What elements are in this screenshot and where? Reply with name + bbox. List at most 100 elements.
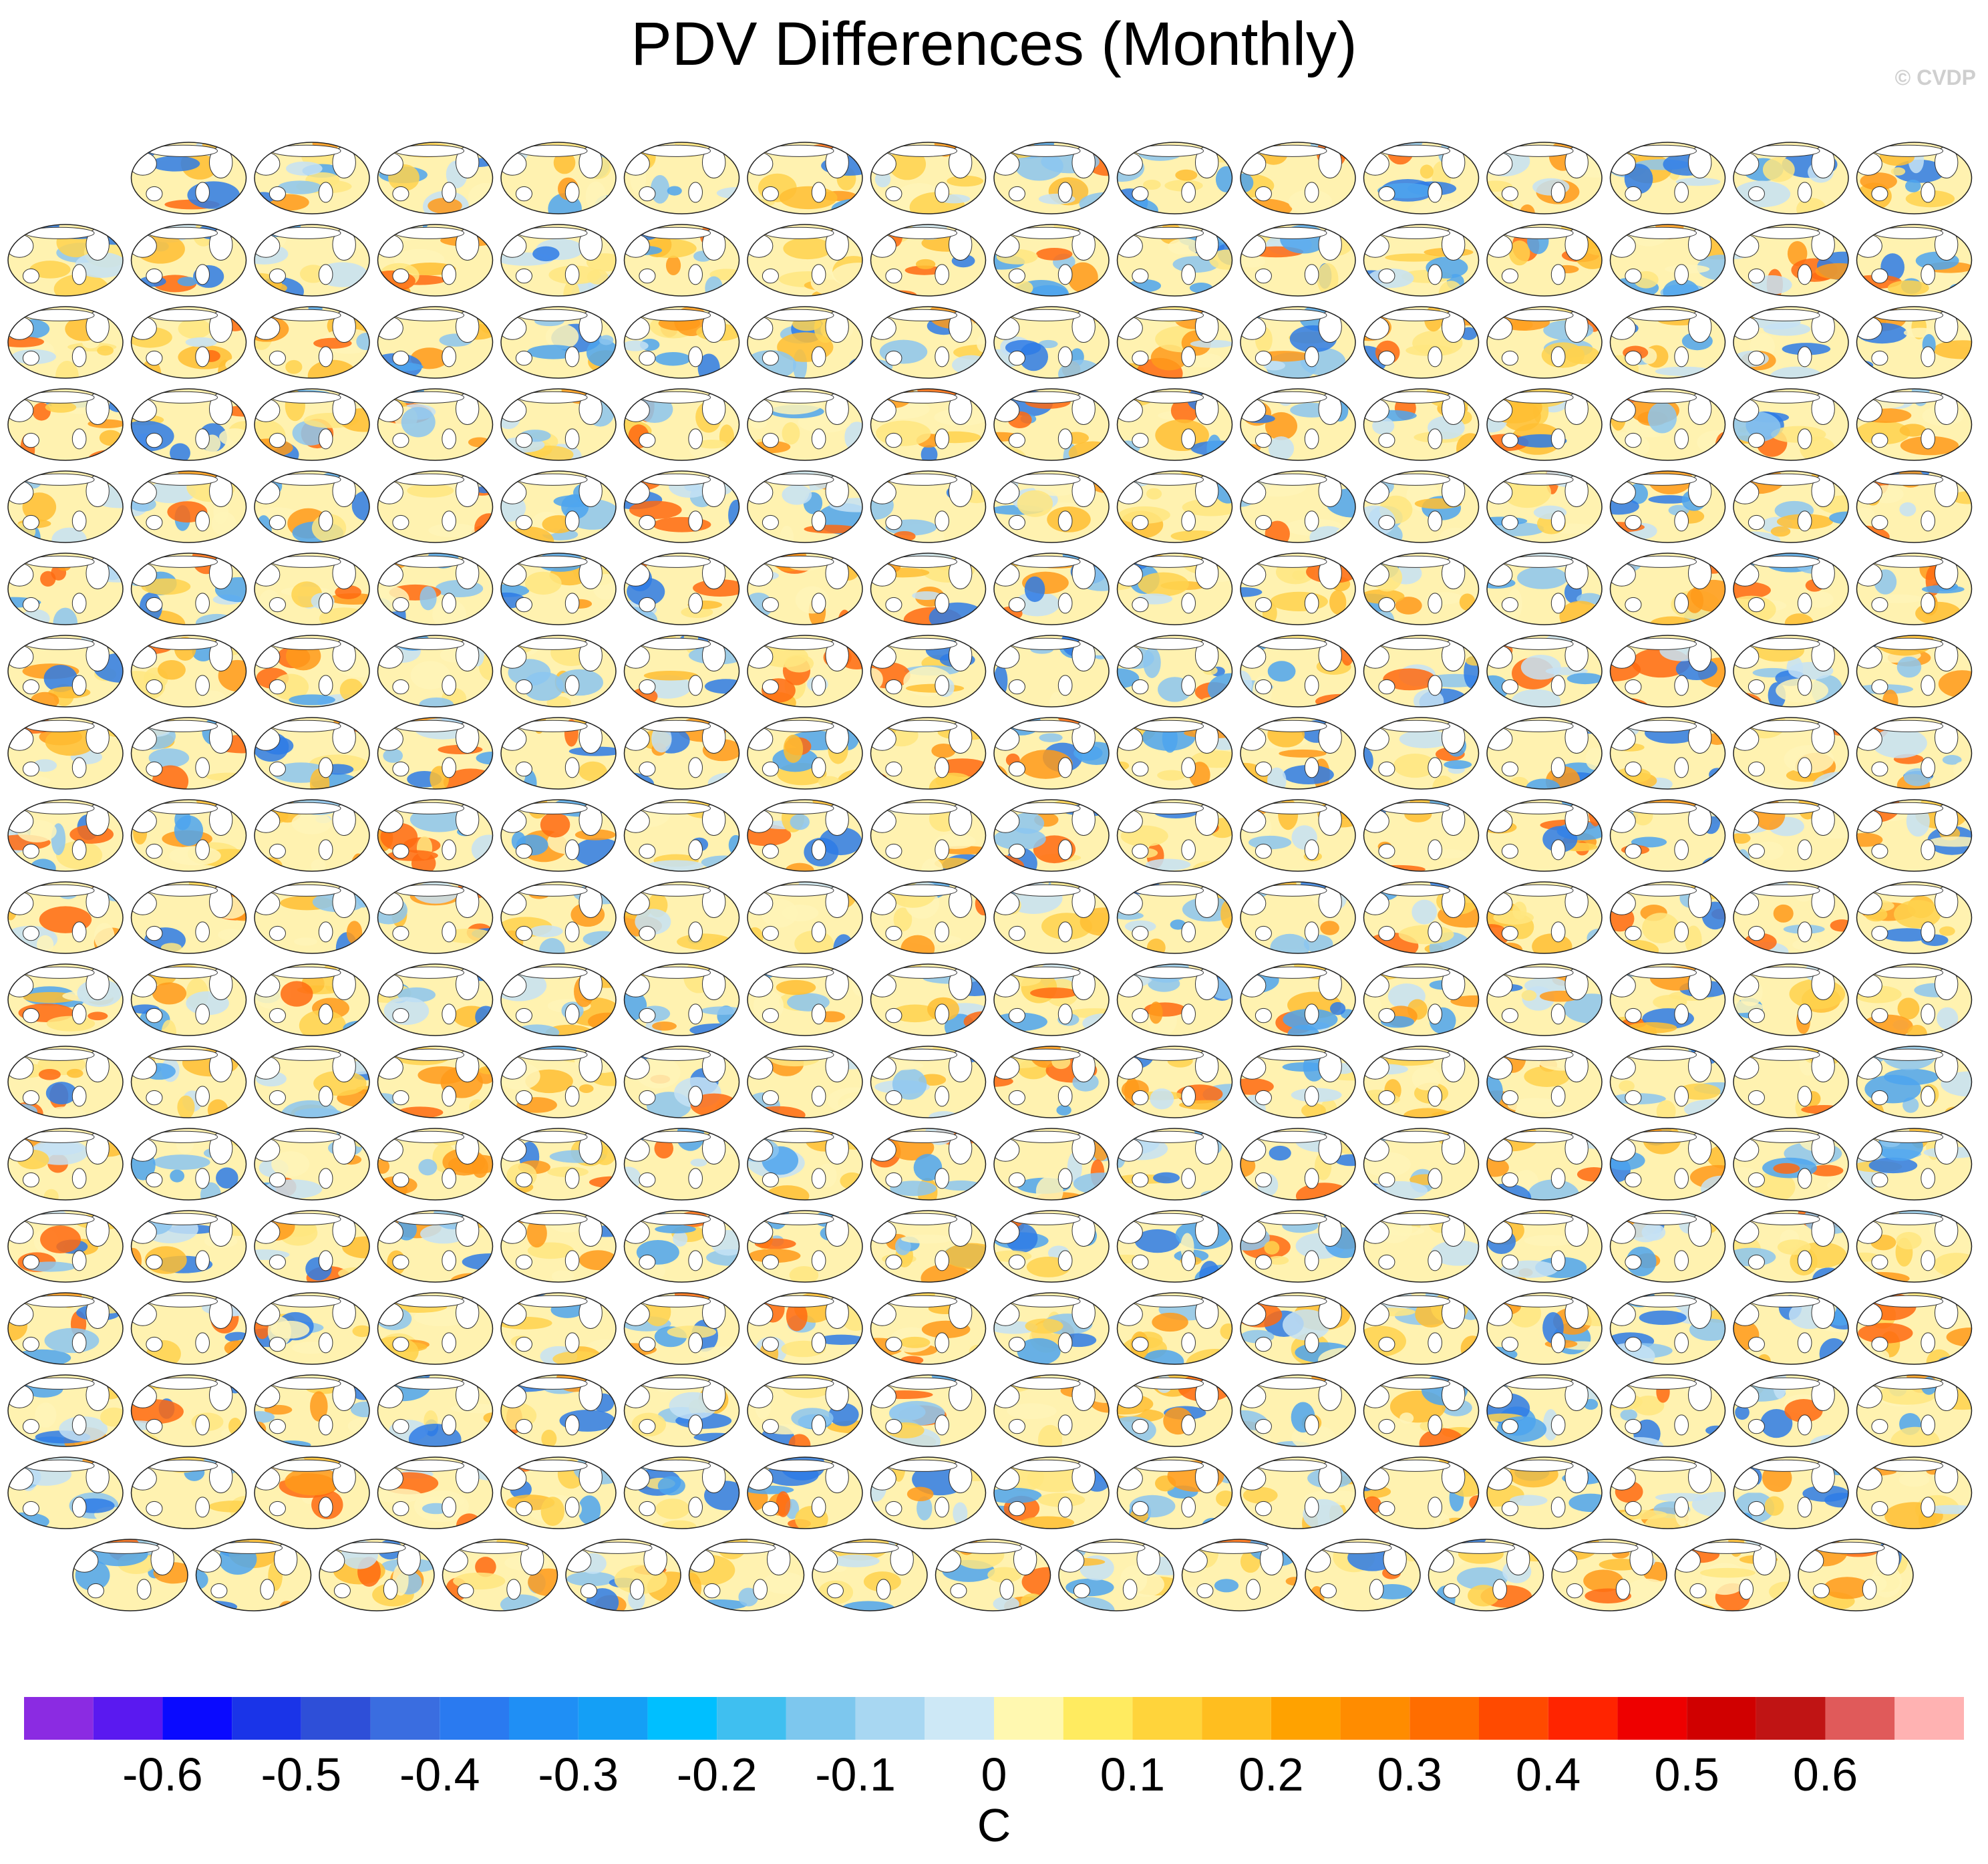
- colorbar-box: [1825, 1697, 1895, 1740]
- map-panel: [254, 224, 370, 297]
- map-panel: [130, 306, 247, 379]
- map-panel: [623, 1374, 740, 1447]
- map-panel: [870, 1210, 987, 1283]
- map-panel: [1240, 1046, 1356, 1118]
- map-panel: [1733, 224, 1849, 297]
- colorbar-box: [93, 1697, 163, 1740]
- map-panel: [1363, 142, 1480, 214]
- map-panel: [1363, 1374, 1480, 1447]
- map-panel: [1305, 1539, 1421, 1611]
- map-panel: [1116, 635, 1233, 708]
- map-panel: [623, 388, 740, 461]
- map-panel: [1240, 1210, 1356, 1283]
- map-panel: [377, 1046, 494, 1118]
- colorbar-tick-label: -0.3: [538, 1748, 619, 1801]
- map-panel: [747, 1046, 863, 1118]
- map-panel: [377, 388, 494, 461]
- map-panel: [377, 799, 494, 872]
- map-panel: [747, 1292, 863, 1365]
- map-panel: [130, 881, 247, 954]
- map-panel: [993, 1292, 1110, 1365]
- map-panel: [1116, 1046, 1233, 1118]
- map-panel: [1609, 142, 1726, 214]
- map-panel: [993, 881, 1110, 954]
- map-panel: [623, 224, 740, 297]
- map-panel: [500, 388, 617, 461]
- colorbar-box: [1479, 1697, 1548, 1740]
- colorbar-box: [1202, 1697, 1271, 1740]
- map-panel: [500, 470, 617, 543]
- map-panel: [500, 1046, 617, 1118]
- map-panel: [7, 1292, 124, 1365]
- map-panel: [1609, 799, 1726, 872]
- map-panel: [130, 1210, 247, 1283]
- map-panel: [377, 1128, 494, 1201]
- map-panel: [7, 881, 124, 954]
- map-panel: [1116, 963, 1233, 1036]
- colorbar-tick-label: 0.4: [1516, 1748, 1581, 1801]
- map-panel-grid: [7, 142, 1973, 1611]
- map-panel: [747, 142, 863, 214]
- map-panel: [500, 635, 617, 708]
- map-panel: [1363, 1210, 1480, 1283]
- map-panel: [1733, 553, 1849, 625]
- map-panel: [1240, 224, 1356, 297]
- colorbar-box: [925, 1697, 994, 1740]
- map-panel: [993, 635, 1110, 708]
- map-panel: [7, 553, 124, 625]
- map-panel: [7, 224, 124, 297]
- map-panel: [1733, 717, 1849, 790]
- map-panel: [870, 1374, 987, 1447]
- map-panel: [993, 1210, 1110, 1283]
- map-panel: [747, 388, 863, 461]
- map-panel: [254, 1046, 370, 1118]
- map-panel: [130, 717, 247, 790]
- map-panel: [1674, 1539, 1791, 1611]
- map-panel: [623, 1046, 740, 1118]
- map-panel: [993, 963, 1110, 1036]
- colorbar-tick-label: 0: [981, 1748, 1007, 1801]
- map-panel: [870, 1046, 987, 1118]
- map-panel: [1486, 470, 1603, 543]
- map-panel: [1363, 388, 1480, 461]
- map-panel: [1181, 1539, 1298, 1611]
- map-panel: [993, 142, 1110, 214]
- map-panel: [500, 1128, 617, 1201]
- map-panel: [1240, 388, 1356, 461]
- map-panel: [1486, 306, 1603, 379]
- map-panel: [1486, 635, 1603, 708]
- colorbar-tick-label: -0.6: [122, 1748, 203, 1801]
- map-panel: [1733, 799, 1849, 872]
- colorbar-box: [301, 1697, 371, 1740]
- map-panel: [1856, 1128, 1973, 1201]
- map-panel: [747, 553, 863, 625]
- map-panel: [688, 1539, 805, 1611]
- map-panel: [1240, 142, 1356, 214]
- map-panel: [623, 1128, 740, 1201]
- colorbar-box: [1894, 1697, 1964, 1740]
- map-panel: [1116, 553, 1233, 625]
- map-panel: [747, 799, 863, 872]
- map-panel: [623, 1456, 740, 1529]
- map-panel: [1240, 470, 1356, 543]
- map-panel: [1363, 799, 1480, 872]
- colorbar-box: [786, 1697, 856, 1740]
- map-panel: [870, 224, 987, 297]
- map-panel: [377, 963, 494, 1036]
- map-panel: [7, 963, 124, 1036]
- colorbar-box: [232, 1697, 301, 1740]
- map-panel: [1486, 553, 1603, 625]
- colorbar-tick-label: 0.6: [1793, 1748, 1858, 1801]
- map-panel: [1733, 881, 1849, 954]
- map-panel: [500, 306, 617, 379]
- map-panel: [935, 1539, 1051, 1611]
- map-panel: [1609, 1292, 1726, 1365]
- map-panel: [993, 224, 1110, 297]
- colorbar-box: [994, 1697, 1063, 1740]
- map-panel: [195, 1539, 312, 1611]
- map-panel: [1856, 717, 1973, 790]
- map-panel: [1856, 1046, 1973, 1118]
- map-panel: [1486, 1210, 1603, 1283]
- map-panel: [870, 388, 987, 461]
- map-panel: [500, 224, 617, 297]
